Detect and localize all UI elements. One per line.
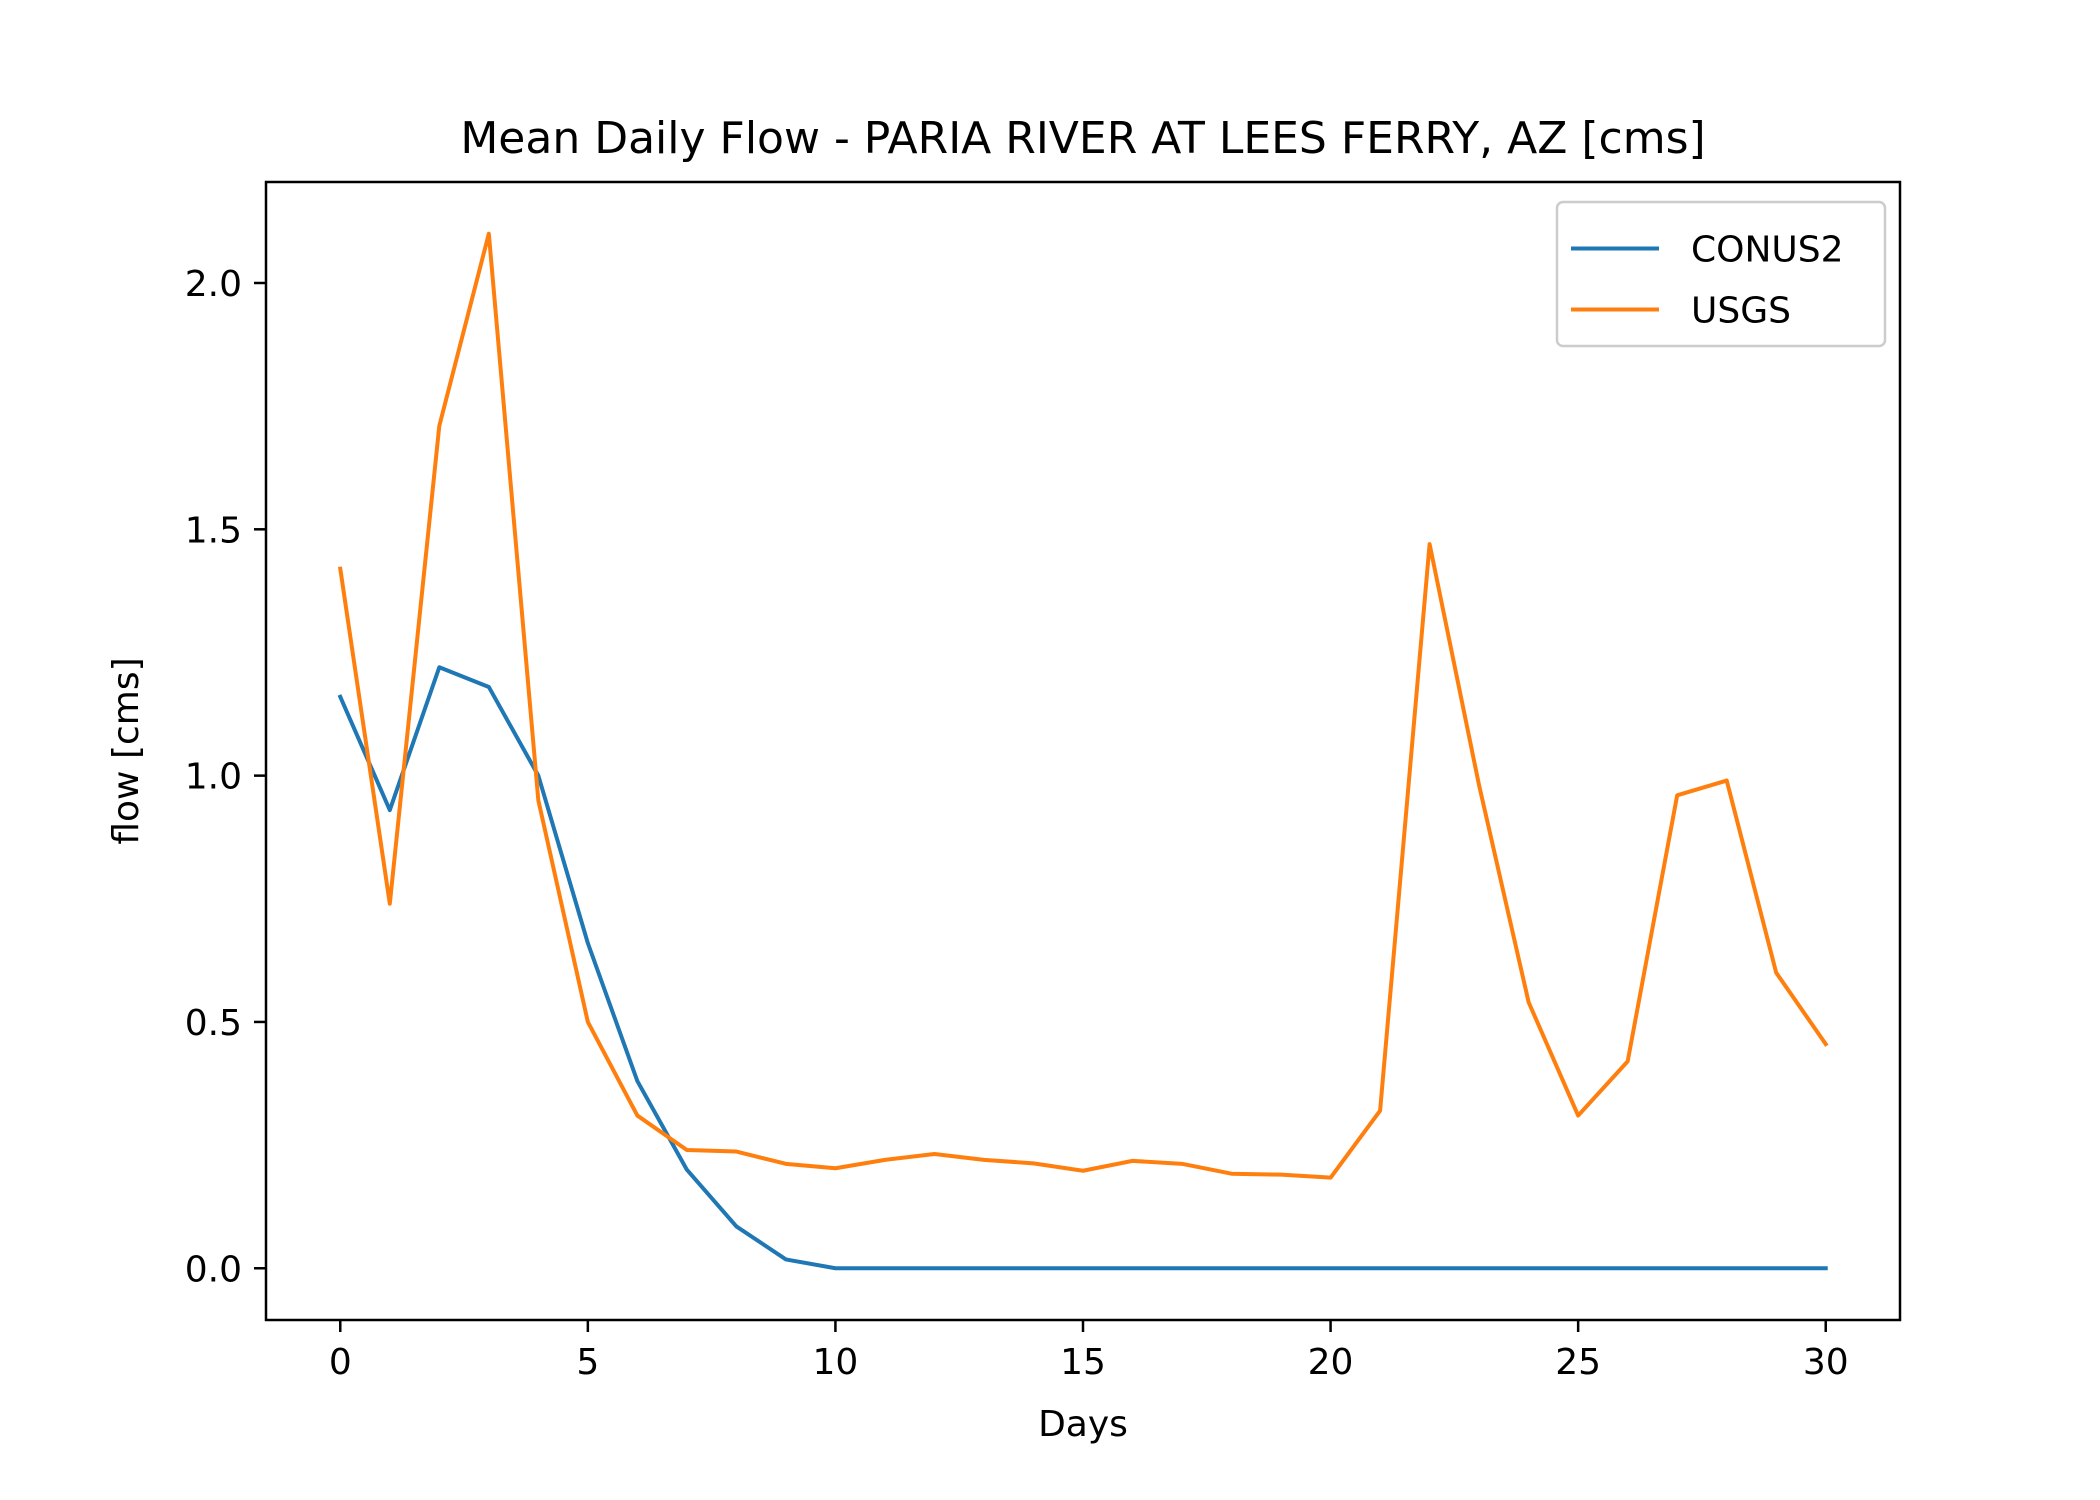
series-line-usgs: [337, 231, 1829, 1180]
legend: CONUS2 USGS: [1555, 200, 1887, 348]
y-tick-label: 2.0: [185, 264, 242, 305]
x-tick-label: 10: [813, 1342, 859, 1383]
y-tick-label: 0.0: [185, 1249, 242, 1290]
y-tick-label: 1.5: [185, 510, 242, 551]
y-axis: 0.0 0.5 1.0 1.5 2.0: [185, 264, 266, 1290]
x-tick-label: 20: [1308, 1342, 1354, 1383]
y-tick-label: 0.5: [185, 1003, 242, 1044]
x-tick-label: 5: [576, 1342, 599, 1383]
x-tick-label: 30: [1803, 1342, 1849, 1383]
y-tick-label: 1.0: [185, 757, 242, 798]
legend-label-conus2: CONUS2: [1691, 230, 1844, 271]
x-axis-label: Days: [1038, 1404, 1128, 1445]
x-axis: 0 5 10 15 20 25 30: [329, 1320, 1849, 1383]
legend-label-usgs: USGS: [1691, 291, 1791, 332]
series-line-conus2: [337, 665, 1828, 1271]
x-tick-label: 25: [1555, 1342, 1601, 1383]
series-layer: [337, 231, 1829, 1271]
x-tick-label: 0: [329, 1342, 352, 1383]
chart-title: Mean Daily Flow - PARIA RIVER AT LEES FE…: [460, 113, 1705, 164]
x-tick-label: 15: [1060, 1342, 1106, 1383]
y-axis-label: flow [cms]: [106, 657, 147, 844]
